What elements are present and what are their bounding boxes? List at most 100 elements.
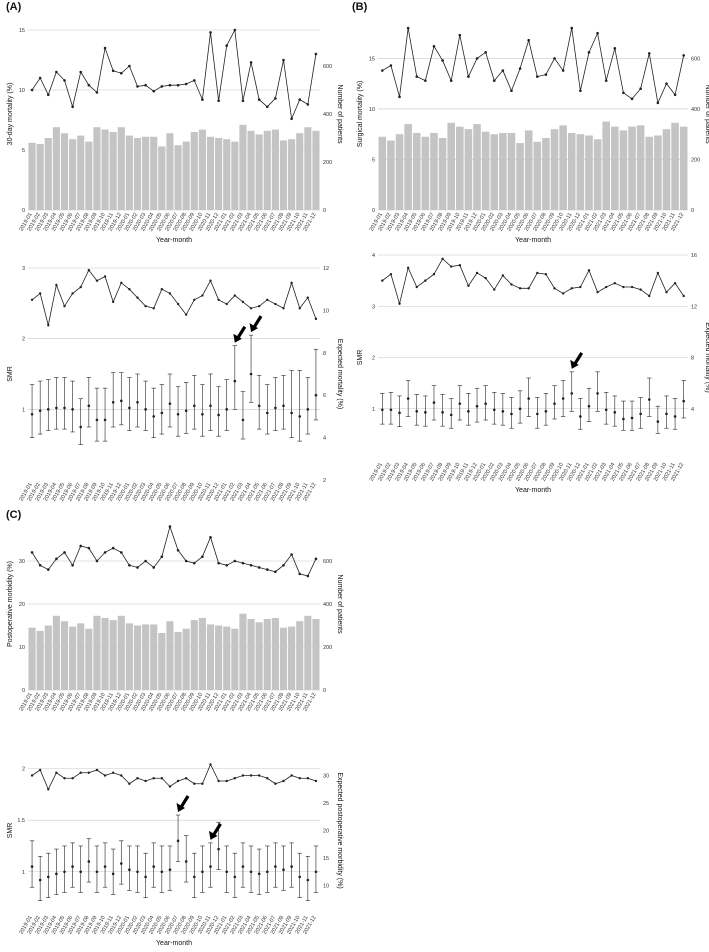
- bar: [645, 136, 654, 210]
- rate-point: [527, 38, 530, 42]
- bar: [404, 124, 412, 210]
- rate-point: [209, 31, 212, 34]
- bar: [378, 136, 387, 210]
- bar: [239, 124, 247, 210]
- bar: [312, 130, 320, 210]
- y-tick-label: 4: [372, 253, 375, 259]
- smr-point: [449, 413, 453, 417]
- rate-point: [46, 93, 50, 97]
- bar: [559, 125, 567, 210]
- rate-line: [382, 28, 685, 105]
- bar: [69, 139, 77, 210]
- bar: [125, 623, 133, 690]
- y-tick-label: 10: [19, 88, 25, 94]
- bar: [576, 134, 585, 210]
- y2-tick-label: 8: [323, 351, 326, 357]
- y-tick-label: 2: [22, 767, 25, 773]
- rate-point: [103, 46, 107, 50]
- rate-point: [201, 98, 204, 101]
- bar: [473, 124, 481, 210]
- smr-point: [257, 872, 261, 876]
- y-tick-label: 20: [19, 602, 25, 608]
- smr-point: [441, 411, 444, 414]
- expected-point: [298, 777, 301, 780]
- rate-point: [579, 89, 582, 93]
- bar: [247, 130, 255, 210]
- bar: [636, 125, 645, 210]
- bar: [182, 141, 190, 210]
- bar: [85, 141, 93, 210]
- expected-point: [160, 288, 164, 291]
- bar: [550, 129, 559, 210]
- expected-point: [71, 292, 74, 295]
- smr-point: [622, 417, 625, 421]
- expected-point: [217, 298, 220, 301]
- smr-point: [518, 407, 522, 411]
- smr-point: [553, 402, 556, 405]
- smr-point: [71, 865, 74, 868]
- panel-label: (B): [352, 1, 368, 13]
- expected-point: [510, 283, 513, 286]
- y2-tick-label: 10: [323, 884, 329, 890]
- rate-point: [38, 564, 42, 567]
- expected-point: [579, 285, 582, 289]
- smr-point: [160, 411, 164, 415]
- smr-point: [111, 400, 115, 404]
- smr-point: [249, 372, 253, 376]
- bar: [215, 625, 223, 690]
- rate-point: [144, 559, 147, 563]
- rate-point: [630, 97, 634, 101]
- arrow-head: [570, 359, 579, 369]
- smr-point: [233, 379, 237, 383]
- expected-point: [282, 307, 285, 310]
- rate-point: [673, 93, 677, 97]
- smr-point: [415, 410, 419, 413]
- rate-line: [31, 28, 317, 121]
- rate-point: [282, 564, 285, 567]
- smr-point: [79, 425, 83, 429]
- y2-tick-label: 0: [323, 688, 326, 694]
- smr-point: [241, 865, 245, 868]
- y-tick-label: 15: [369, 56, 375, 62]
- bar: [679, 126, 688, 210]
- expected-point: [424, 279, 427, 282]
- expected-point: [63, 304, 66, 308]
- smr-point: [201, 870, 204, 874]
- smr-point: [225, 408, 229, 411]
- smr-point: [79, 870, 83, 874]
- expected-point: [527, 287, 530, 290]
- y2-tick-label: 4: [691, 407, 694, 413]
- bar: [247, 619, 255, 690]
- y-tick-label: 10: [369, 107, 375, 113]
- bar: [117, 127, 125, 210]
- bar: [223, 626, 231, 690]
- bar: [671, 122, 679, 210]
- bar: [133, 625, 142, 690]
- bar: [585, 135, 593, 210]
- bar: [223, 139, 231, 210]
- smr-point: [176, 839, 180, 843]
- smr-point: [381, 408, 384, 412]
- rate-point: [467, 75, 470, 78]
- smr-point: [561, 397, 565, 400]
- y-tick-label: 3: [22, 266, 25, 272]
- rate-point: [249, 61, 253, 64]
- rate-point: [596, 31, 599, 35]
- bar: [263, 130, 271, 210]
- smr-point: [570, 392, 574, 395]
- rate-point: [111, 69, 115, 73]
- rate-point: [63, 79, 66, 82]
- smr-point: [265, 870, 269, 874]
- smr-point: [103, 418, 107, 422]
- expected-point: [103, 275, 107, 278]
- rate-point: [282, 58, 285, 62]
- rate-point: [458, 33, 462, 37]
- y2-axis-title: Expected postoperative morbidity (%): [336, 772, 343, 888]
- smr-point: [579, 415, 582, 418]
- bar: [44, 138, 52, 210]
- expected-point: [544, 273, 548, 276]
- bar: [174, 145, 182, 210]
- rate-point: [119, 551, 123, 554]
- y2-tick-label: 30: [323, 774, 329, 780]
- expected-point: [257, 774, 261, 777]
